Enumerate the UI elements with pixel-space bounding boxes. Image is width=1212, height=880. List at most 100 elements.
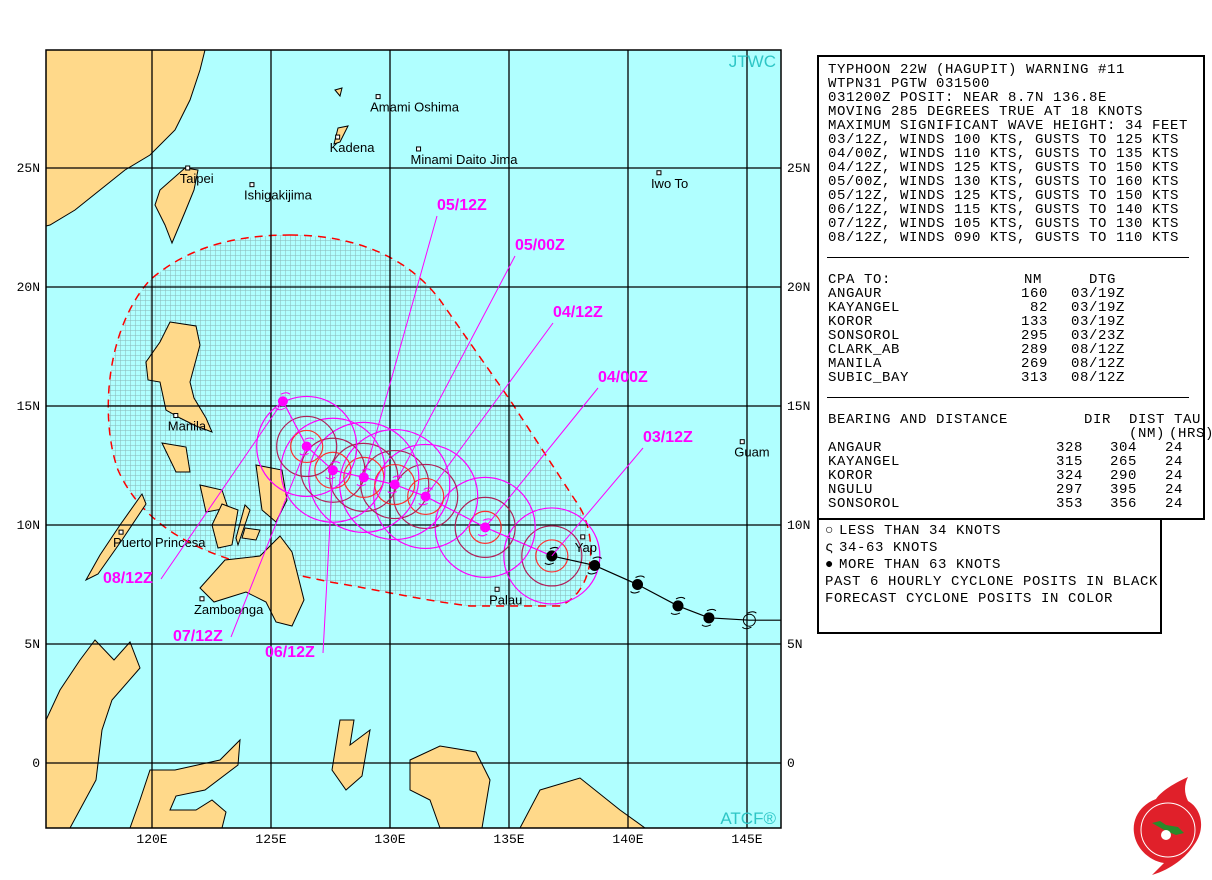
place-label: Palau xyxy=(489,592,522,607)
warning-line: TYPHOON 22W (HAGUPIT) WARNING #11 xyxy=(828,62,1126,78)
bearing-dir: 315 xyxy=(1055,454,1083,470)
lat-tick-label-left: 5N xyxy=(24,637,40,652)
jtwc-logo xyxy=(1133,777,1202,875)
bearing-dist: 395 xyxy=(1109,482,1137,498)
bearing-header-tau: TAU xyxy=(1174,412,1202,428)
bearing-tau: 24 xyxy=(1164,482,1183,498)
legend-label: MORE THAN 63 KNOTS xyxy=(839,557,1002,573)
cpa-nm: 82 xyxy=(1029,300,1048,316)
cpa-location: SONSOROL xyxy=(828,328,901,344)
place-label: Guam xyxy=(734,445,769,460)
cpa-nm: 295 xyxy=(1020,328,1048,344)
cpa-dtg: 03/19Z xyxy=(1071,314,1126,330)
forecast-labels: 03/12Z 04/00Z 04/12Z 05/00Z 05/12Z 06/12Z 07/1… xyxy=(103,197,693,661)
legend-note: PAST 6 HOURLY CYCLONE POSITS IN BLACK xyxy=(825,574,1159,590)
bearing-dir: 353 xyxy=(1055,496,1083,512)
forecast-leader-line xyxy=(160,400,284,580)
divider xyxy=(827,257,1189,258)
cpa-dtg: 03/19Z xyxy=(1071,300,1126,316)
warning-line: MOVING 285 DEGREES TRUE AT 18 KNOTS xyxy=(828,104,1144,120)
cpa-location: MANILA xyxy=(828,356,883,372)
graticule xyxy=(46,50,781,828)
radius-50kt xyxy=(393,463,459,530)
cpa-header-nm: NM xyxy=(1024,272,1043,288)
cyclone-arms xyxy=(742,611,757,630)
cyclone-arms xyxy=(670,596,686,615)
lat-tick-label-left: 15N xyxy=(17,399,40,414)
cpa-dtg: 08/12Z xyxy=(1071,342,1126,358)
bearing-tau: 24 xyxy=(1164,440,1183,456)
land-negros xyxy=(211,503,239,549)
land-mindanao xyxy=(199,535,305,627)
cpa-location: SUBIC_BAY xyxy=(828,370,910,386)
bearing-location: NGULU xyxy=(828,482,874,498)
bearing-header-dist: DIST xyxy=(1129,412,1166,428)
bearing-dist: 356 xyxy=(1109,496,1137,512)
axis-labels: 120E 125E 130E 135E 140E 145E 25N 25N 20N 20N 15N 1… xyxy=(17,161,811,847)
past-position-typhoon-icon xyxy=(672,600,684,612)
lat-tick-label-left: 25N xyxy=(17,161,40,176)
past-position-typhoon-icon xyxy=(589,559,601,571)
divider xyxy=(827,397,1189,398)
radius-34kt xyxy=(308,421,420,533)
cyclone-arms xyxy=(418,487,434,506)
land-halmahera xyxy=(331,719,371,791)
lon-tick-label: 145E xyxy=(731,832,762,847)
bearing-tau: 24 xyxy=(1164,496,1183,512)
cyclone-arms xyxy=(630,575,645,594)
radius-34kt xyxy=(503,507,601,605)
bearing-dist: 304 xyxy=(1109,440,1137,456)
place-marker xyxy=(118,529,124,535)
cpa-nm: 269 xyxy=(1020,356,1048,372)
cpa-nm: 133 xyxy=(1020,314,1048,330)
forecast-time-label: 04/00Z xyxy=(598,369,648,386)
warning-line: 05/00Z, WINDS 130 KTS, GUSTS TO 160 KTS xyxy=(828,174,1180,190)
warning-panel: TYPHOON 22W (HAGUPIT) WARNING #11 WTPN31 … xyxy=(817,55,1212,520)
open-circle-icon: ○ xyxy=(825,523,835,539)
land-luzon xyxy=(145,321,213,433)
forecast-leader-line xyxy=(394,255,516,485)
bearing-header: BEARING AND DISTANCE xyxy=(828,412,1009,428)
place-label: Zamboanga xyxy=(194,602,264,617)
lat-tick-label-right: 0 xyxy=(787,756,795,771)
place-marker xyxy=(185,165,191,171)
cyclone-arms xyxy=(325,461,341,480)
lon-tick-label: 130E xyxy=(374,832,405,847)
forecast-time-label: 06/12Z xyxy=(265,644,315,661)
land-china xyxy=(46,50,206,227)
radius-50kt xyxy=(521,525,583,587)
cpa-dtg: 08/12Z xyxy=(1071,370,1126,386)
land-taiwan xyxy=(154,167,199,245)
forecast-track-line xyxy=(282,400,553,557)
radius-64kt xyxy=(343,456,385,498)
forecast-time-label: 07/12Z xyxy=(173,628,223,645)
place-label: Puerto Princesa xyxy=(113,535,206,550)
land-new-guinea-east xyxy=(519,777,646,828)
place-marker xyxy=(249,182,255,188)
bearing-location: KOROR xyxy=(828,468,874,484)
cpa-dtg: 08/12Z xyxy=(1071,356,1126,372)
forecast-time-label: 04/12Z xyxy=(553,304,603,321)
lon-tick-label: 120E xyxy=(136,832,167,847)
land-palawan xyxy=(84,492,147,582)
place-marker xyxy=(656,170,662,176)
cyclone-arms xyxy=(387,475,403,494)
warning-line: 031200Z POSIT: NEAR 8.7N 136.8E xyxy=(828,90,1108,106)
lon-tick-label: 135E xyxy=(493,832,524,847)
place-label: Ishigakijima xyxy=(244,188,313,203)
place-label: Taipei xyxy=(180,171,214,186)
forecast-time-label: 03/12Z xyxy=(643,429,693,446)
legend-panel: ○ LESS THAN 34 KNOTS ς 34-63 KNOTS ● MORE THA… xyxy=(817,518,1162,634)
bearing-location: SONSOROL xyxy=(828,496,901,512)
place-labels: Amami Oshima Kadena Minami Daito Jima Taipe… xyxy=(113,94,770,617)
bearing-dir: 328 xyxy=(1055,440,1083,456)
bearing-tau: 24 xyxy=(1164,454,1183,470)
warning-line: 06/12Z, WINDS 115 KTS, GUSTS TO 140 KTS xyxy=(828,202,1180,218)
lat-tick-label-right: 25N xyxy=(787,161,810,176)
warning-line: 04/12Z, WINDS 125 KTS, GUSTS TO 150 KTS xyxy=(828,160,1180,176)
cpa-nm: 160 xyxy=(1020,286,1048,302)
bearing-location: KAYANGEL xyxy=(828,454,901,470)
radius-64kt xyxy=(407,477,445,516)
warning-line: WTPN31 PGTW 031500 xyxy=(828,76,991,92)
land-mindoro xyxy=(161,442,191,473)
